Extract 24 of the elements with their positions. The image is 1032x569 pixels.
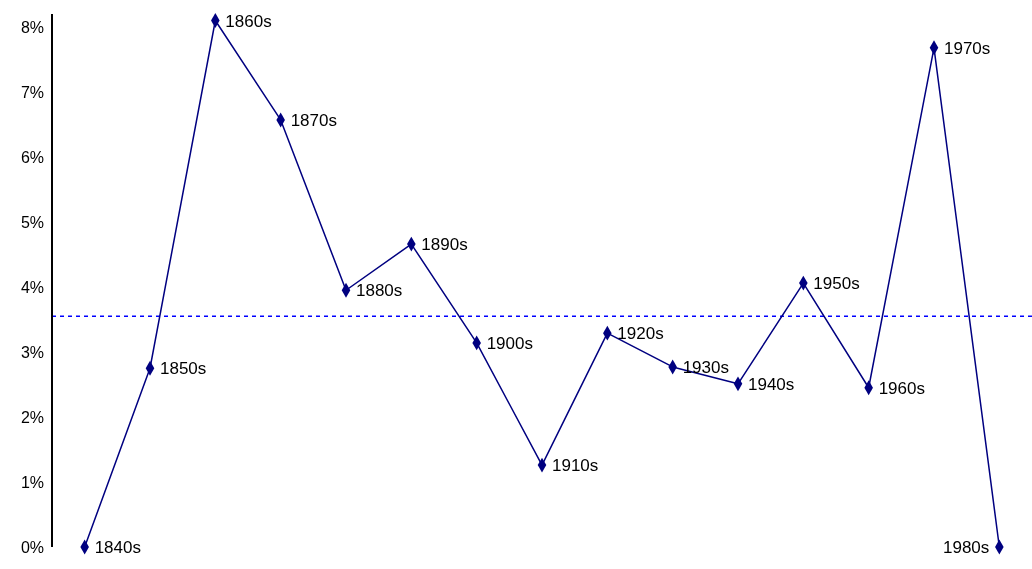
y-tick-label: 2% (20, 408, 44, 426)
annotation: 1840s (94, 538, 141, 557)
y-tick-label: 7% (20, 83, 44, 101)
annotation: 1850s (160, 359, 207, 379)
y-tick-label: 1% (20, 473, 44, 491)
y-tick-label: 8% (20, 18, 44, 36)
annotation: 1940s (748, 374, 795, 394)
annotation: 1930s (682, 357, 729, 377)
annotation: 1870s (290, 110, 337, 130)
annotation: 1980s (943, 538, 990, 557)
y-tick-label: 4% (20, 278, 44, 296)
annotation: 1910s (552, 456, 599, 476)
y-tick-label: 3% (20, 343, 44, 361)
annotation: 1920s (617, 324, 664, 344)
annotation: 1900s (486, 333, 533, 353)
annotation: 1880s (356, 281, 403, 301)
annotation: 1970s (944, 38, 991, 58)
annotation: 1950s (813, 274, 860, 294)
y-tick-label: 6% (20, 148, 44, 166)
y-tick-label: 0% (20, 538, 44, 556)
annotation: 1890s (421, 235, 468, 255)
y-tick-label: 5% (20, 213, 44, 231)
annotation: 1860s (225, 11, 272, 31)
annotation: 1960s (878, 378, 925, 398)
